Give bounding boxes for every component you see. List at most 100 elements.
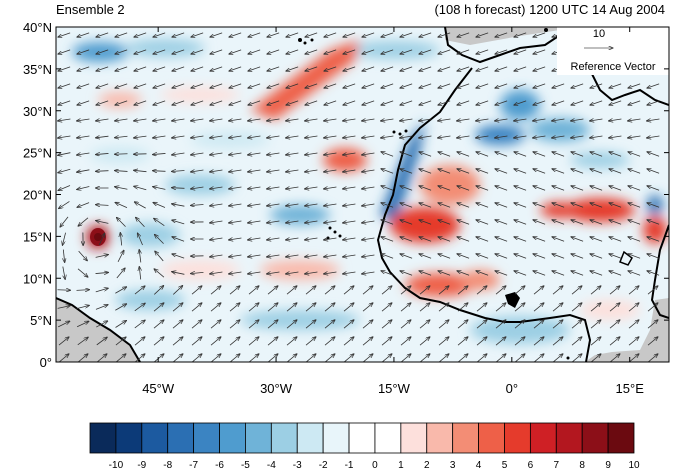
wind-vector — [514, 220, 527, 225]
colorbar-label: -2 — [319, 460, 328, 471]
wind-vector — [210, 354, 221, 362]
wind-vector — [248, 255, 261, 257]
wind-vector — [533, 286, 544, 295]
wind-vector — [362, 204, 375, 206]
wind-vector — [571, 83, 584, 88]
wind-vector — [476, 220, 489, 225]
reference-vector-magnitude: 10 — [593, 28, 605, 40]
wind-vector — [628, 254, 641, 259]
wind-vector — [324, 49, 337, 54]
wind-vector — [229, 354, 240, 362]
wind-vector — [571, 100, 584, 105]
wind-vector — [343, 170, 356, 172]
wind-vector — [457, 119, 470, 121]
wind-vector — [115, 287, 126, 294]
wind-vector — [476, 237, 489, 242]
wind-vector — [324, 272, 337, 274]
wind-vector — [533, 220, 546, 225]
wind-vector — [286, 187, 299, 189]
wind-vector — [324, 187, 337, 189]
wind-vector — [134, 202, 146, 209]
wind-vector — [172, 66, 185, 71]
colorbar-swatch — [426, 422, 454, 454]
wind-vector — [533, 237, 546, 242]
wind-vector — [343, 354, 354, 362]
wind-vector — [495, 152, 508, 157]
wind-vector — [77, 153, 90, 155]
wind-vector — [647, 254, 660, 259]
wind-vector — [609, 286, 620, 295]
colorbar-label: 0 — [372, 460, 378, 471]
wind-vector — [229, 32, 242, 37]
wind-vector — [514, 49, 527, 54]
wind-vector — [438, 152, 451, 157]
wind-vector — [381, 32, 394, 37]
wind-vector — [609, 152, 622, 157]
wind-vector — [533, 66, 546, 71]
wind-vector — [419, 169, 432, 174]
wind-vector — [400, 136, 413, 138]
wind-vector — [609, 83, 622, 88]
wind-vector — [172, 320, 183, 329]
wind-vector — [139, 250, 141, 263]
wind-vector — [286, 136, 299, 138]
wind-vector — [533, 49, 546, 54]
wind-vector — [628, 354, 639, 362]
wind-vector — [324, 255, 337, 257]
wind-vector — [324, 32, 337, 37]
wind-vector — [324, 100, 337, 105]
wind-vector — [172, 220, 185, 225]
wind-vector — [267, 49, 280, 54]
colorbar-label: 4 — [476, 460, 482, 471]
wind-vector — [590, 271, 603, 276]
wind-vector — [628, 337, 639, 346]
wind-vector — [609, 119, 622, 121]
wind-vector — [609, 220, 622, 225]
wind-vector — [153, 83, 166, 88]
wind-vector — [628, 271, 641, 276]
wind-vector — [267, 100, 280, 105]
colorbar-swatch — [322, 422, 350, 454]
wind-vector — [343, 187, 356, 189]
wind-vector — [457, 286, 468, 295]
wind-vector — [381, 237, 394, 242]
wind-vector — [590, 186, 603, 191]
wind-vector — [96, 337, 107, 346]
wind-vector — [324, 303, 335, 312]
wind-vector — [305, 303, 316, 312]
wind-vector — [647, 119, 660, 121]
wind-vector — [628, 303, 639, 312]
wind-vector — [134, 186, 147, 191]
wind-vector — [438, 32, 451, 37]
wind-vector — [400, 271, 413, 276]
wind-vector — [96, 321, 107, 328]
wind-vector — [381, 83, 394, 88]
wind-vector — [438, 66, 451, 71]
wind-vector — [533, 136, 546, 138]
wind-vector — [647, 303, 658, 312]
wind-vector — [419, 119, 432, 121]
map-background — [56, 27, 669, 362]
wind-vector — [324, 153, 337, 155]
wind-vector — [172, 204, 185, 206]
wind-vector — [134, 66, 147, 71]
wind-vector — [495, 237, 508, 242]
wind-vector — [77, 83, 90, 88]
wind-vector — [229, 83, 242, 88]
wind-vector — [77, 354, 88, 362]
wind-vector — [115, 119, 128, 121]
wind-vector — [419, 186, 432, 191]
wind-vector — [438, 337, 449, 346]
colorbar-label: -10 — [109, 460, 124, 471]
wind-vector — [267, 119, 280, 121]
wind-vector — [457, 303, 468, 312]
colorbar-swatch — [89, 422, 117, 454]
wind-vector — [229, 204, 242, 206]
wind-vector — [286, 354, 297, 362]
wind-vector — [362, 337, 373, 346]
wind-vector — [609, 203, 622, 208]
wind-vector — [305, 286, 316, 295]
wind-vector — [362, 286, 373, 295]
wind-vector — [116, 217, 126, 227]
wind-vector — [136, 217, 145, 227]
